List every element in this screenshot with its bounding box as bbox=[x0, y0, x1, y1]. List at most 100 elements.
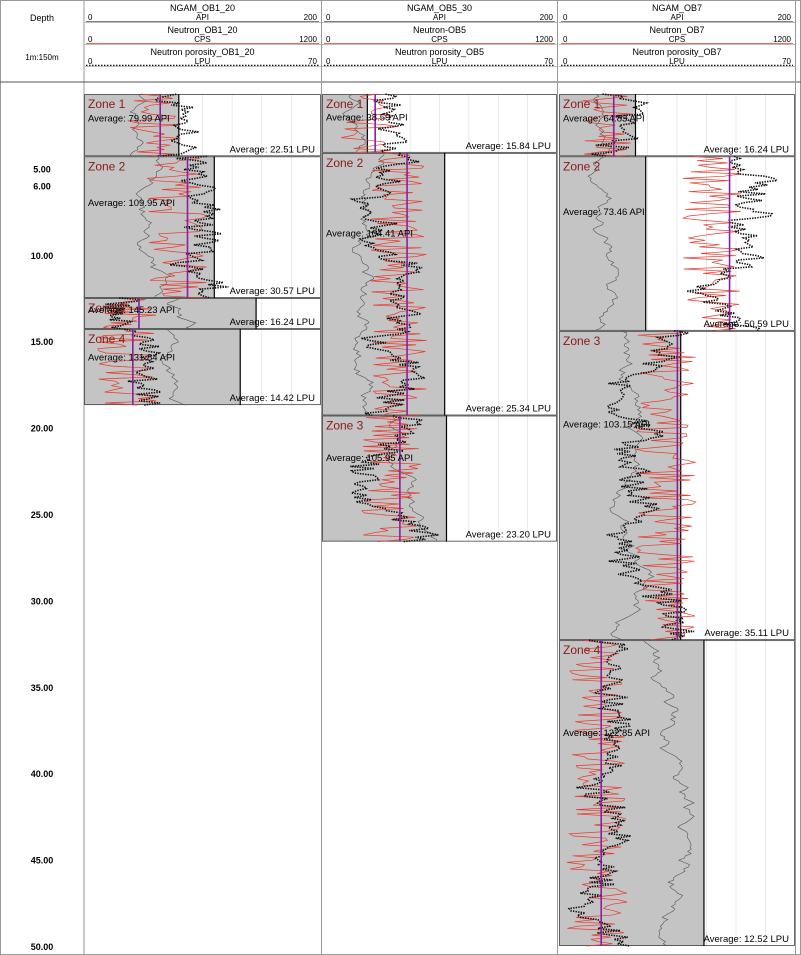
depth-tick-label: 40.00 bbox=[31, 769, 54, 779]
zone-label: Zone 2 bbox=[88, 159, 126, 173]
curve-scale-max: 200 bbox=[540, 13, 554, 22]
zone-box bbox=[322, 94, 557, 153]
neutron-porosity-curve bbox=[604, 330, 695, 641]
zone-average-api: Average: 104.41 API bbox=[326, 228, 413, 239]
zone-average-lpu: Average: 25.34 LPU bbox=[466, 404, 552, 415]
gamma-ray-curve bbox=[160, 328, 186, 406]
zone-average-api: Average: 105.95 API bbox=[326, 453, 413, 464]
curve-scale-min: 0 bbox=[326, 13, 331, 22]
neutron-porosity-curve bbox=[104, 297, 143, 330]
zone-box bbox=[322, 152, 557, 416]
curve-name: NGAM_OB7 bbox=[652, 3, 702, 13]
log-zone: Zone 4 Average: 122.85 API Average: 12.52 … bbox=[559, 639, 795, 947]
curve-scale-max: 70 bbox=[782, 57, 791, 66]
depth-tick-label: 45.00 bbox=[31, 856, 54, 866]
zone-average-api: Average: 109.95 API bbox=[88, 198, 175, 209]
neutron-cps-curve bbox=[682, 155, 741, 332]
zone-average-api: Average: 64.83 API bbox=[563, 114, 645, 125]
zone-gamma-fill bbox=[559, 156, 646, 331]
log-zone: Zone 4 Average: 131.84 API Average: 14.42 … bbox=[84, 328, 321, 406]
gamma-ray-curve bbox=[342, 93, 366, 153]
depth-tick-label: 6.00 bbox=[33, 182, 51, 192]
zone-label: Zone 1 bbox=[88, 97, 126, 111]
zone-average-api: Average: 122.85 API bbox=[563, 728, 650, 739]
neutron-cps-curve bbox=[97, 328, 158, 406]
depth-tick-label: 15.00 bbox=[31, 337, 54, 347]
log-zone: Zone 3 Average: 105.95 API Average: 23.20 … bbox=[322, 414, 557, 543]
curve-scale-max: 200 bbox=[778, 13, 792, 22]
zone-average-lpu: Average: 23.20 LPU bbox=[466, 530, 552, 541]
depth-tick-label: 25.00 bbox=[31, 510, 54, 520]
zone-box bbox=[84, 156, 321, 298]
curve-name: NGAM_OB5_30 bbox=[407, 3, 472, 13]
neutron-porosity-curve bbox=[169, 155, 229, 299]
curve-name: Neutron porosity_OB1_20 bbox=[150, 47, 254, 57]
curve-unit: API bbox=[196, 13, 209, 22]
curve-scale-max: 200 bbox=[304, 13, 318, 22]
gamma-ray-curve bbox=[166, 297, 197, 330]
neutron-cps-curve bbox=[147, 156, 209, 299]
curve-scale-min: 0 bbox=[88, 57, 93, 66]
curve-name: NGAM_OB1_20 bbox=[170, 3, 235, 13]
curve-name: Neutron_OB7 bbox=[649, 25, 704, 35]
zone-box bbox=[559, 156, 795, 331]
zone-label: Zone 3 bbox=[88, 301, 126, 315]
depth-tick-label: 30.00 bbox=[31, 596, 54, 606]
neutron-porosity-curve bbox=[154, 93, 199, 158]
neutron-porosity-curve bbox=[686, 155, 780, 332]
curve-scale-min: 0 bbox=[326, 57, 331, 66]
gamma-ray-curve bbox=[129, 93, 147, 157]
depth-tick-label: 35.00 bbox=[31, 683, 54, 693]
depth-title: Depth bbox=[30, 13, 54, 23]
zone-gamma-fill bbox=[84, 94, 179, 157]
neutron-cps-curve bbox=[635, 330, 697, 641]
curve-name: Neutron porosity_OB7 bbox=[632, 47, 721, 57]
zone-average-lpu: Average: 16.24 LPU bbox=[230, 317, 316, 328]
log-zone: Zone 1 Average: 79.99 API Average: 22.51 L… bbox=[84, 93, 321, 158]
curve-unit: API bbox=[671, 13, 684, 22]
gamma-ray-curve bbox=[587, 156, 619, 332]
zone-gamma-fill bbox=[322, 415, 447, 542]
zone-box bbox=[84, 94, 321, 157]
curve-name: Neutron-OB5 bbox=[413, 25, 466, 35]
curve-unit: LPU bbox=[432, 57, 448, 66]
log-track: Zone 1 Average: 38.59 API Average: 15.84 L… bbox=[322, 0, 558, 955]
log-zone: Zone 3 Average: 103.15 API Average: 35.11 … bbox=[559, 330, 795, 641]
zone-label: Zone 4 bbox=[88, 332, 126, 346]
gamma-ray-curve bbox=[387, 415, 437, 542]
neutron-porosity-curve bbox=[349, 152, 426, 417]
zone-label: Zone 2 bbox=[563, 159, 601, 173]
neutron-cps-curve bbox=[582, 93, 633, 157]
neutron-cps-curve bbox=[127, 93, 181, 157]
zone-box bbox=[84, 298, 321, 330]
curve-name: Neutron_OB1_20 bbox=[167, 25, 237, 35]
depth-column-header: Depth 1m:150m bbox=[25, 13, 59, 62]
neutron-porosity-curve bbox=[348, 414, 439, 543]
log-zone: Zone 2 Average: 73.46 API Average: 50.59 L… bbox=[559, 155, 795, 332]
depth-tick-label: 20.00 bbox=[31, 424, 54, 434]
zone-box bbox=[84, 329, 321, 406]
zone-average-lpu: Average: 16.24 LPU bbox=[704, 144, 790, 155]
neutron-porosity-curve bbox=[567, 639, 631, 947]
curve-scale-max: 1200 bbox=[535, 35, 553, 44]
curve-scale-max: 1200 bbox=[299, 35, 317, 44]
gamma-ray-curve bbox=[643, 639, 695, 947]
depth-tick-label: 10.00 bbox=[31, 251, 54, 261]
log-track: Zone 1 Average: 64.83 API Average: 16.24 L… bbox=[559, 0, 796, 955]
zone-average-api: Average: 145.23 API bbox=[88, 305, 175, 316]
zone-label: Zone 1 bbox=[563, 97, 601, 111]
zone-average-lpu: Average: 22.51 LPU bbox=[230, 144, 316, 155]
neutron-cps-curve bbox=[370, 152, 427, 416]
zone-average-lpu: Average: 35.11 LPU bbox=[704, 628, 789, 639]
zone-label: Zone 4 bbox=[563, 643, 601, 657]
curve-unit: LPU bbox=[669, 57, 685, 66]
log-zone: Zone 1 Average: 38.59 API Average: 15.84 L… bbox=[322, 93, 557, 154]
curve-scale-min: 0 bbox=[88, 13, 93, 22]
zone-label: Zone 1 bbox=[326, 97, 364, 111]
curve-unit: CPS bbox=[669, 35, 685, 44]
zone-average-api: Average: 73.46 API bbox=[563, 207, 645, 218]
curve-scale-max: 70 bbox=[308, 57, 317, 66]
curve-scale-min: 0 bbox=[326, 35, 331, 44]
curve-unit: LPU bbox=[195, 57, 211, 66]
